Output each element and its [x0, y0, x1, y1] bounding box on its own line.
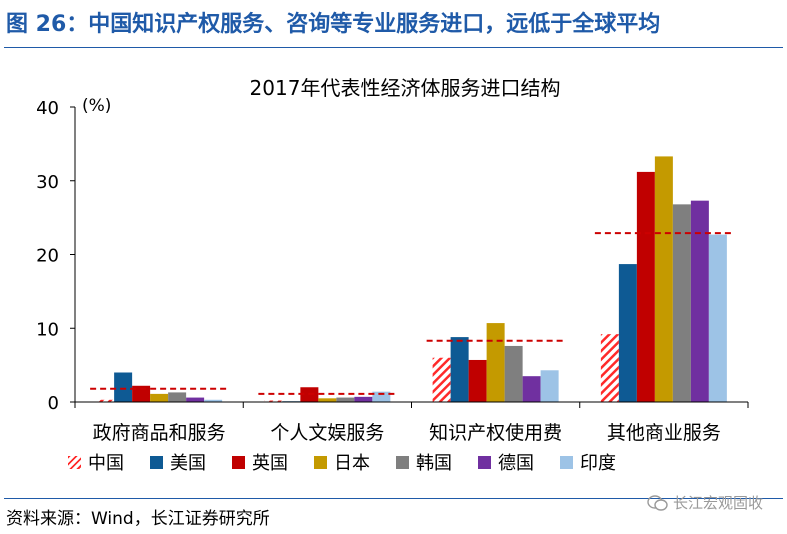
chart-title: 2017年代表性经济体服务进口结构 — [250, 76, 561, 100]
watermark: 长江宏观固收 — [647, 492, 763, 513]
watermark-text: 长江宏观固收 — [672, 494, 763, 512]
legend: 中国 美国 英国 日本 韩国 德国 印度 — [68, 448, 758, 476]
legend-item-美国: 美国 — [150, 449, 206, 475]
bar-德国-政府商品和服务 — [186, 397, 205, 402]
y-axis-unit: (%) — [82, 96, 111, 116]
bar-美国-政府商品和服务 — [114, 372, 133, 402]
footer-divider — [4, 498, 783, 499]
bar-印度-其他商业服务 — [708, 234, 727, 402]
bar-中国-知识产权使用费 — [432, 357, 451, 402]
bar-中国-政府商品和服务 — [96, 399, 115, 402]
legend-item-韩国: 韩国 — [396, 449, 452, 475]
chart: 2017年代表性经济体服务进口结构 (%) 0 10 20 30 40 政府商品和服务 个… — [36, 76, 749, 444]
legend-label: 英国 — [252, 453, 288, 474]
y-tick-label: 40 — [36, 98, 59, 119]
bar-韩国-政府商品和服务 — [168, 392, 187, 402]
legend-label: 日本 — [334, 453, 370, 474]
legend-swatch — [150, 455, 163, 469]
legend-label: 美国 — [170, 453, 206, 474]
x-category-label: 其他商业服务 — [607, 422, 721, 444]
x-axis: 政府商品和服务 个人文娱服务 知识产权使用费 其他商业服务 — [74, 401, 749, 444]
bar-印度-政府商品和服务 — [204, 399, 223, 402]
x-category-label: 个人文娱服务 — [270, 422, 384, 444]
y-tick-label: 20 — [36, 246, 59, 267]
legend-label: 印度 — [580, 453, 616, 474]
bar-美国-知识产权使用费 — [450, 337, 469, 402]
bar-中国-个人文娱服务 — [264, 400, 283, 402]
legend-swatch — [232, 455, 245, 469]
legend-swatch — [68, 455, 81, 469]
bar-印度-知识产权使用费 — [540, 370, 559, 402]
bar-日本-个人文娱服务 — [318, 398, 337, 402]
figure-title: 图 26：中国知识产权服务、咨询等专业服务进口，远低于全球平均 — [6, 12, 661, 37]
legend-item-日本: 日本 — [314, 449, 370, 475]
x-category-label: 政府商品和服务 — [93, 422, 226, 444]
wechat-icon — [647, 494, 668, 511]
bar-日本-政府商品和服务 — [150, 393, 169, 402]
bar-中国-其他商业服务 — [600, 334, 619, 402]
legend-item-德国: 德国 — [478, 449, 534, 475]
source-note: 资料来源：Wind，长江证券研究所 — [6, 509, 270, 529]
bar-德国-知识产权使用费 — [522, 376, 541, 402]
legend-swatch — [478, 455, 491, 469]
y-tick-label: 0 — [48, 393, 59, 414]
bar-韩国-知识产权使用费 — [504, 345, 523, 402]
bar-英国-政府商品和服务 — [132, 385, 151, 402]
legend-swatch — [314, 455, 327, 469]
bar-德国-其他商业服务 — [690, 200, 709, 402]
title-divider — [4, 47, 783, 48]
bar-德国-个人文娱服务 — [354, 396, 373, 402]
bar-日本-其他商业服务 — [654, 156, 673, 402]
legend-label: 韩国 — [416, 453, 452, 474]
legend-label: 德国 — [498, 453, 534, 474]
bar-日本-知识产权使用费 — [486, 323, 505, 402]
legend-item-印度: 印度 — [560, 449, 616, 475]
legend-label: 中国 — [88, 453, 124, 474]
bar-英国-其他商业服务 — [636, 171, 655, 402]
bar-韩国-个人文娱服务 — [336, 397, 355, 402]
legend-swatch — [396, 455, 409, 469]
legend-item-英国: 英国 — [232, 449, 288, 475]
bar-美国-其他商业服务 — [618, 264, 637, 402]
y-tick-label: 10 — [36, 319, 59, 340]
legend-swatch — [560, 455, 573, 469]
bar-印度-个人文娱服务 — [372, 391, 391, 402]
y-tick-label: 30 — [36, 172, 59, 193]
legend-item-中国: 中国 — [68, 449, 124, 475]
bar-英国-知识产权使用费 — [468, 359, 487, 402]
bar-韩国-其他商业服务 — [672, 204, 691, 402]
x-category-label: 知识产权使用费 — [429, 422, 562, 444]
y-axis: 0 10 20 30 40 — [36, 98, 76, 414]
bars-group — [96, 156, 727, 402]
average-lines — [90, 232, 733, 395]
